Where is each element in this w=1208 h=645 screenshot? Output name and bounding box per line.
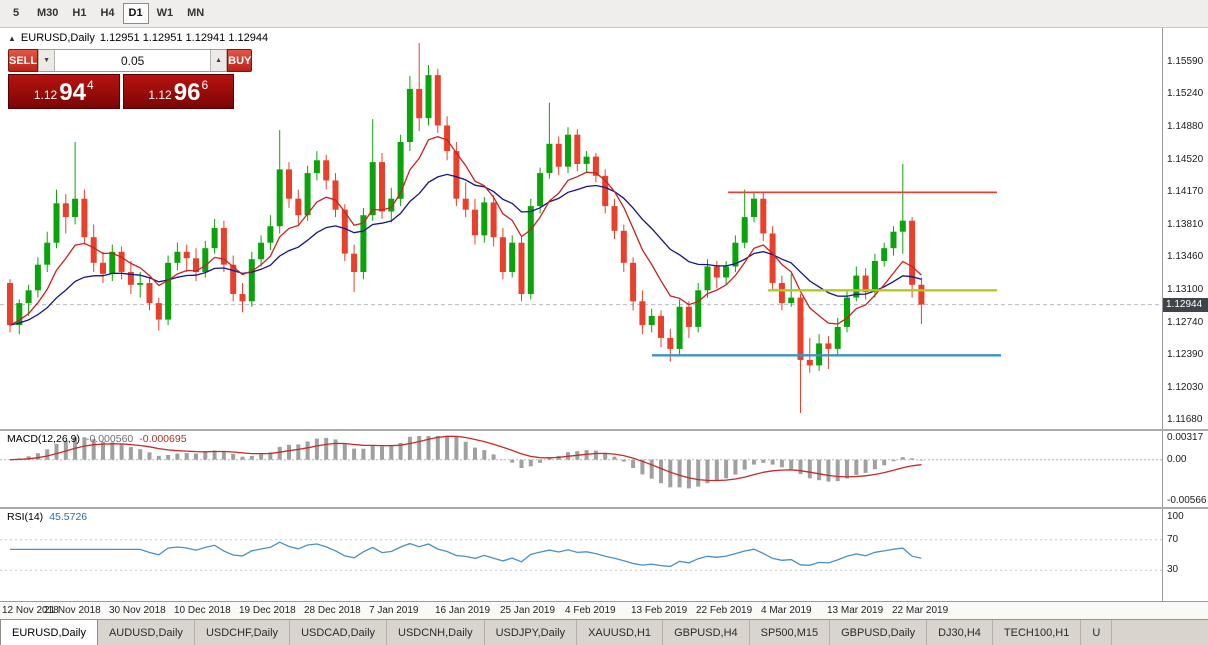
panel-divider[interactable]	[0, 429, 1208, 431]
rsi-value: 45.5726	[49, 511, 88, 523]
rsi-panel: RSI(14) 45.5726 100 70 30	[0, 509, 1208, 601]
collapse-trade-panel-icon[interactable]: ▲	[8, 33, 16, 43]
macd-panel: MACD(12,26,9) -0.000560 -0.000695 0.00317 0…	[0, 431, 1208, 507]
volume-increase-button[interactable]: ▲	[210, 50, 228, 71]
price-axis-label: 1.13460	[1167, 251, 1204, 263]
price-axis-label: 1.13810	[1167, 219, 1204, 231]
rsi-axis: 100 70 30	[1162, 509, 1208, 601]
volume-stepper: ▼ ▲	[38, 49, 228, 72]
chart-tab-usdcnh-daily[interactable]: USDCNH,Daily	[387, 620, 485, 645]
sell-price-sup: 4	[86, 78, 94, 92]
time-axis-label: 7 Jan 2019	[369, 605, 419, 616]
price-axis-label: 1.11680	[1167, 414, 1203, 426]
macd-signal-value: -0.000695	[139, 433, 187, 445]
time-axis-label: 10 Dec 2018	[174, 605, 231, 616]
price-axis-label: 1.14880	[1167, 121, 1204, 133]
time-axis-label: 13 Mar 2019	[827, 605, 884, 616]
time-axis-label: 22 Mar 2019	[892, 605, 949, 616]
panel-divider[interactable]	[0, 507, 1208, 509]
rsi-axis-label: 100	[1167, 511, 1184, 522]
price-axis-label: 1.15240	[1167, 88, 1204, 100]
current-price-tag: 1.12944	[1163, 297, 1208, 312]
time-axis-label: 4 Mar 2019	[761, 605, 812, 616]
chart-tab-usdjpy-daily[interactable]: USDJPY,Daily	[485, 620, 578, 645]
price-axis-label: 1.14520	[1167, 154, 1204, 166]
symbol-label: EURUSD,Daily	[20, 32, 95, 44]
sell-price-display[interactable]: 1.12 94 4	[8, 74, 120, 109]
sell-button[interactable]: SELL	[8, 49, 39, 72]
timeframe-toolbar: 5 M30 H1 H4 D1 W1 MN	[0, 0, 1208, 28]
macd-axis-label: 0.00	[1167, 453, 1187, 465]
price-axis[interactable]: 1.15590 1.15240 1.14880 1.14520 1.14170 1.138…	[1162, 28, 1208, 429]
macd-axis-label: 0.00317	[1167, 432, 1204, 443]
time-axis-label: 19 Dec 2018	[239, 605, 296, 616]
price-axis-label: 1.12390	[1167, 349, 1204, 361]
price-axis-label: 1.15590	[1167, 56, 1204, 68]
rsi-axis-label: 70	[1167, 533, 1179, 545]
time-axis-label: 21 Nov 2018	[44, 605, 101, 616]
macd-axis-label: -0.00566	[1167, 495, 1207, 506]
chart-tab-dj30-h4[interactable]: DJ30,H4	[927, 620, 993, 645]
chart-tab-tech100-h1[interactable]: TECH100,H1	[993, 620, 1082, 645]
timeframe-button-w1[interactable]: W1	[156, 7, 174, 19]
time-axis-label: 25 Jan 2019	[500, 605, 556, 616]
price-axis-label: 1.12740	[1167, 317, 1204, 329]
time-axis-label: 30 Nov 2018	[109, 605, 166, 616]
chart-tab-gbpusd-h4[interactable]: GBPUSD,H4	[663, 620, 750, 645]
chart-tab-u[interactable]: U	[1081, 620, 1113, 645]
chart-tab-usdcad-daily[interactable]: USDCAD,Daily	[290, 620, 388, 645]
chart-tab-audusd-daily[interactable]: AUDUSD,Daily	[98, 620, 195, 645]
sell-price-prefix: 1.12	[33, 88, 58, 102]
timeframe-button-d1[interactable]: D1	[122, 3, 149, 24]
chart-tabs-bar: EURUSD,Daily AUDUSD,Daily USDCHF,Daily USDC…	[0, 619, 1208, 645]
time-axis-label: 16 Jan 2019	[435, 605, 491, 616]
timeframe-button-h1[interactable]: H1	[72, 7, 87, 19]
time-axis[interactable]: 12 Nov 2018 21 Nov 2018 30 Nov 2018 10 Dec …	[0, 601, 1208, 619]
volume-input[interactable]	[55, 50, 211, 71]
macd-chart[interactable]	[0, 431, 1162, 507]
chart-tab-eurusd-daily[interactable]: EURUSD,Daily	[0, 620, 98, 645]
ohlc-values: 1.12951 1.12951 1.12941 1.12944	[99, 32, 269, 44]
price-axis-label: 1.12030	[1167, 382, 1204, 394]
time-axis-label: 13 Feb 2019	[631, 605, 688, 616]
timeframe-button-mn[interactable]: MN	[187, 7, 205, 19]
rsi-label: RSI(14) 45.5726	[7, 511, 88, 523]
timeframe-button-h4[interactable]: H4	[100, 7, 115, 19]
chart-tab-usdchf-daily[interactable]: USDCHF,Daily	[195, 620, 291, 645]
macd-main-value: -0.000560	[85, 433, 134, 445]
time-axis-label: 4 Feb 2019	[565, 605, 616, 616]
rsi-axis-label: 30	[1167, 564, 1179, 576]
macd-axis: 0.00317 0.00 -0.00566	[1162, 431, 1208, 507]
timeframe-button-m30[interactable]: M30	[37, 7, 59, 19]
price-axis-label: 1.14170	[1167, 186, 1204, 198]
symbol-quote-line: ▲ EURUSD,Daily 1.12951 1.12951 1.12941 1…	[8, 32, 268, 44]
chart-tab-xauusd-h1[interactable]: XAUUSD,H1	[577, 620, 664, 645]
chart-tab-sp500-m15[interactable]: SP500,M15	[750, 620, 831, 645]
chart-tab-gbpusd-daily[interactable]: GBPUSD,Daily	[830, 620, 928, 645]
buy-price-big: 96	[173, 79, 201, 106]
candlestick-chart[interactable]	[0, 28, 1162, 429]
timeframe-button-5[interactable]: 5	[12, 7, 20, 19]
buy-price-sup: 6	[201, 78, 209, 92]
price-axis-label: 1.13100	[1167, 284, 1204, 296]
price-chart-panel: ▲ EURUSD,Daily 1.12951 1.12951 1.12941 1…	[0, 28, 1208, 429]
sell-price-big: 94	[59, 79, 86, 106]
rsi-chart[interactable]	[0, 509, 1162, 601]
buy-price-prefix: 1.12	[148, 88, 172, 102]
time-axis-label: 12 Nov 2018	[2, 605, 59, 616]
time-axis-label: 28 Dec 2018	[304, 605, 361, 616]
buy-price-display[interactable]: 1.12 96 6	[122, 74, 234, 109]
volume-decrease-button[interactable]: ▼	[38, 50, 56, 71]
time-axis-label: 22 Feb 2019	[696, 605, 753, 616]
buy-button[interactable]: BUY	[227, 49, 253, 72]
macd-label: MACD(12,26,9) -0.000560 -0.000695	[7, 433, 187, 445]
